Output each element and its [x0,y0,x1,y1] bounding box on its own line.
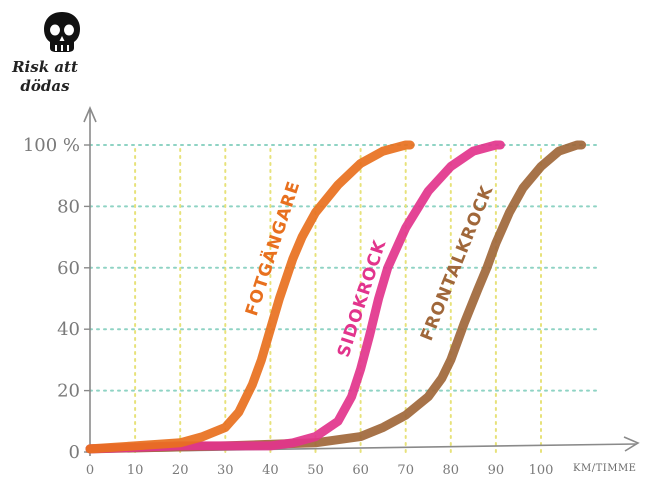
y-tick-label-60: 60 [57,258,80,279]
x-tick-label-60: 60 [352,463,369,478]
series-line-fotgängare [85,140,415,454]
x-tick-label-80: 80 [443,463,460,478]
skull-icon [44,12,80,52]
x-tick-label-30: 30 [217,463,234,478]
x-tick-label-50: 50 [307,463,324,478]
x-tick-label-100: 100 [529,463,554,478]
series-line-sidokrock [85,140,505,454]
y-axis-arrow [83,105,97,123]
y-tick-label-20: 20 [57,381,80,402]
y-tick-label-100: 100 % [23,135,80,156]
y-axis-title-line2: dödas [20,77,70,95]
x-tick-label-0: 0 [86,463,94,478]
x-tick-label-20: 20 [172,463,189,478]
y-tick-label-40: 40 [57,319,80,340]
y-axis-title-line1: Risk att [11,58,78,76]
x-tick-label-90: 90 [488,463,505,478]
x-tick-label-10: 10 [127,463,144,478]
x-tick-labels: 0 10 20 30 40 50 60 70 80 90 100 [86,463,554,478]
y-tick-label-0: 0 [69,442,80,463]
x-tick-label-40: 40 [262,463,279,478]
grid [89,144,601,453]
y-tick-labels: 0 20 40 60 80 100 % [23,135,80,463]
x-tick-label-70: 70 [397,463,414,478]
y-tick-label-80: 80 [57,196,80,217]
series-line-frontalkrock [85,140,587,454]
x-axis-arrow [623,436,640,452]
x-axis-unit: KM/TIMME [573,463,636,474]
series-lines [85,140,587,454]
